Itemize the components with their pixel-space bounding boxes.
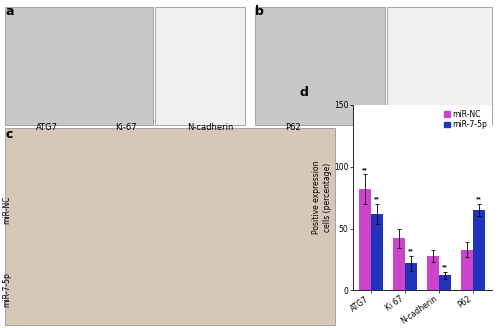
Text: P62: P62 xyxy=(285,123,301,132)
Text: d: d xyxy=(300,86,308,99)
Y-axis label: Positive expression
cells (percentage): Positive expression cells (percentage) xyxy=(312,161,332,235)
Bar xyxy=(387,7,492,125)
Bar xyxy=(5,128,335,325)
Text: **: ** xyxy=(408,248,414,253)
Bar xyxy=(462,250,473,290)
Bar xyxy=(371,214,382,290)
Text: miR-NC: miR-NC xyxy=(2,196,11,224)
Text: **: ** xyxy=(374,196,380,201)
Text: c: c xyxy=(5,128,12,141)
Bar xyxy=(439,276,451,290)
Bar xyxy=(359,189,371,290)
Text: ATG7: ATG7 xyxy=(36,123,58,132)
Text: a: a xyxy=(5,5,14,18)
Text: miR-7-5p: miR-7-5p xyxy=(2,273,11,307)
Text: b: b xyxy=(255,5,264,18)
Text: **: ** xyxy=(442,264,448,269)
Bar xyxy=(405,263,417,290)
Bar xyxy=(393,238,405,290)
Text: **: ** xyxy=(362,167,368,172)
Bar xyxy=(155,7,245,125)
Legend: miR-NC, miR-7-5p: miR-NC, miR-7-5p xyxy=(443,109,488,130)
Bar xyxy=(5,7,153,125)
Text: **: ** xyxy=(476,196,482,201)
Bar xyxy=(255,7,385,125)
Bar xyxy=(427,256,439,290)
Bar xyxy=(473,210,485,290)
Text: N-cadherin: N-cadherin xyxy=(187,123,233,132)
Text: Ki-67: Ki-67 xyxy=(115,123,137,132)
